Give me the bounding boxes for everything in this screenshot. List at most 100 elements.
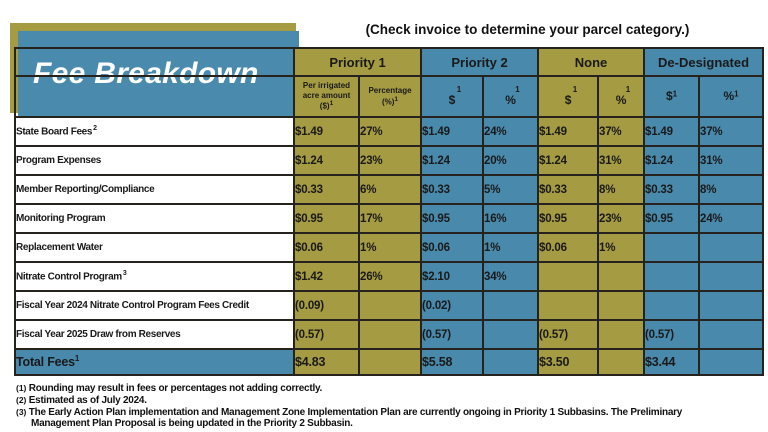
group-header-priority-1: Priority 1 xyxy=(292,47,423,77)
fee-table-body: State Board Fees2 $1.49 27% $1.49 24% $1.49 37… xyxy=(14,116,765,376)
fee-value-cell: $1.49 xyxy=(293,116,360,147)
subheader-cell: $1 xyxy=(643,75,701,118)
fee-value-cell xyxy=(482,319,540,350)
fee-value-cell xyxy=(357,290,423,321)
fee-value-cell: 31% xyxy=(698,145,765,176)
fee-value-cell: $1.24 xyxy=(420,145,485,176)
fee-value-cell: (0.57) xyxy=(420,319,485,350)
fee-value-cell xyxy=(698,319,765,350)
total-value-cell: $5.58 xyxy=(420,348,485,376)
fee-value-cell: 17% xyxy=(357,203,423,234)
fee-value-cell xyxy=(698,261,765,292)
total-value-cell xyxy=(597,348,646,376)
total-value-cell: $3.44 xyxy=(643,348,701,376)
fee-value-cell: 26% xyxy=(357,261,423,292)
fee-value-cell: $0.33 xyxy=(537,174,600,205)
fee-value-cell: $1.49 xyxy=(643,116,701,147)
fee-value-cell: $0.06 xyxy=(420,232,485,263)
row-label-cell: Replacement Water xyxy=(14,232,295,263)
fee-table-header: Priority 1 Priority 2 None De-Designated Per… xyxy=(14,47,765,118)
fee-value-cell: 1% xyxy=(357,232,423,263)
fee-value-cell xyxy=(482,290,540,321)
fee-value-cell: $0.06 xyxy=(293,232,360,263)
row-label-cell: Monitoring Program xyxy=(14,203,295,234)
fee-value-cell: $0.33 xyxy=(643,174,701,205)
fee-value-cell: (0.02) xyxy=(420,290,485,321)
group-header-priority-2: Priority 2 xyxy=(420,47,540,77)
row-label-cell: Nitrate Control Program3 xyxy=(14,261,295,292)
row-label-cell: Fiscal Year 2025 Draw from Reserves xyxy=(14,319,295,350)
fee-value-cell: $0.95 xyxy=(293,203,360,234)
subheader-cell: 1 $ xyxy=(420,75,485,118)
subheader-cell: 1% xyxy=(597,75,646,118)
fee-value-cell xyxy=(597,290,646,321)
total-value-cell: $4.83 xyxy=(293,348,360,376)
fee-value-cell: 5% xyxy=(482,174,540,205)
fee-value-cell xyxy=(357,319,423,350)
fee-value-cell: $0.33 xyxy=(293,174,360,205)
fee-value-cell xyxy=(643,232,701,263)
total-row-label: Total Fees1 xyxy=(14,348,295,376)
fee-value-cell: 37% xyxy=(698,116,765,147)
subheader-cell: Percentage (%)1 xyxy=(357,75,423,118)
subheader-cell: 1% xyxy=(482,75,540,118)
fee-value-cell: 1% xyxy=(482,232,540,263)
total-value-cell xyxy=(482,348,540,376)
fee-value-cell: 34% xyxy=(482,261,540,292)
footnote: (3) The Early Action Plan implementation… xyxy=(16,406,683,430)
fee-value-cell: $1.24 xyxy=(293,145,360,176)
fee-value-cell xyxy=(537,290,600,321)
fee-value-cell: 1% xyxy=(597,232,646,263)
fee-value-cell: 20% xyxy=(482,145,540,176)
row-label-cell: Member Reporting/Compliance xyxy=(14,174,295,205)
fee-value-cell: 37% xyxy=(597,116,646,147)
footnotes: (1) Rounding may result in fees or perce… xyxy=(16,383,764,430)
fee-value-cell: (0.57) xyxy=(537,319,600,350)
fee-value-cell xyxy=(643,290,701,321)
parcel-category-note: (Check invoice to determine your parcel … xyxy=(365,22,690,37)
fee-value-cell: 8% xyxy=(698,174,765,205)
fee-value-cell xyxy=(698,232,765,263)
fee-value-cell: 24% xyxy=(482,116,540,147)
fee-value-cell: 6% xyxy=(357,174,423,205)
fee-value-cell: $0.06 xyxy=(537,232,600,263)
fee-value-cell: (0.09) xyxy=(293,290,360,321)
row-label-cell: Fiscal Year 2024 Nitrate Control Program… xyxy=(14,290,295,321)
fee-value-cell: $1.24 xyxy=(537,145,600,176)
fee-value-cell: $0.95 xyxy=(537,203,600,234)
fee-value-cell: $1.42 xyxy=(293,261,360,292)
fee-value-cell: 24% xyxy=(698,203,765,234)
fee-value-cell: $1.49 xyxy=(420,116,485,147)
fee-value-cell xyxy=(597,261,646,292)
fee-value-cell: (0.57) xyxy=(293,319,360,350)
subheader-cell: Per irrigated acre amount ($)1 xyxy=(293,75,360,118)
fee-value-cell: $0.95 xyxy=(643,203,701,234)
group-header-none: None xyxy=(537,47,646,77)
row-label-cell: Program Expenses xyxy=(14,145,295,176)
fee-value-cell xyxy=(537,261,600,292)
fee-value-cell: $0.95 xyxy=(420,203,485,234)
spacer-cell xyxy=(14,75,295,118)
total-value-cell: $3.50 xyxy=(537,348,600,376)
fee-value-cell: $2.10 xyxy=(420,261,485,292)
total-value-cell xyxy=(698,348,765,376)
subheader-cell: %1 xyxy=(698,75,765,118)
fee-value-cell: 31% xyxy=(597,145,646,176)
spacer-cell xyxy=(14,47,295,77)
footnote: (2) Estimated as of July 2024. xyxy=(16,394,147,406)
fee-value-cell: 23% xyxy=(357,145,423,176)
footnote: (1) Rounding may result in fees or perce… xyxy=(16,383,323,394)
group-header-de-designated: De-Designated xyxy=(643,47,765,77)
fee-value-cell: 16% xyxy=(482,203,540,234)
fee-value-cell: (0.57) xyxy=(643,319,701,350)
fee-value-cell xyxy=(597,319,646,350)
fee-value-cell: $1.24 xyxy=(643,145,701,176)
fee-value-cell: 23% xyxy=(597,203,646,234)
fee-value-cell xyxy=(643,261,701,292)
row-label-cell: State Board Fees2 xyxy=(14,116,295,147)
subheader-cell: 1 $ xyxy=(537,75,600,118)
fee-value-cell xyxy=(698,290,765,321)
fee-value-cell: $1.49 xyxy=(537,116,600,147)
fee-table: Priority 1 Priority 2 None De-Designated Per… xyxy=(14,47,765,376)
